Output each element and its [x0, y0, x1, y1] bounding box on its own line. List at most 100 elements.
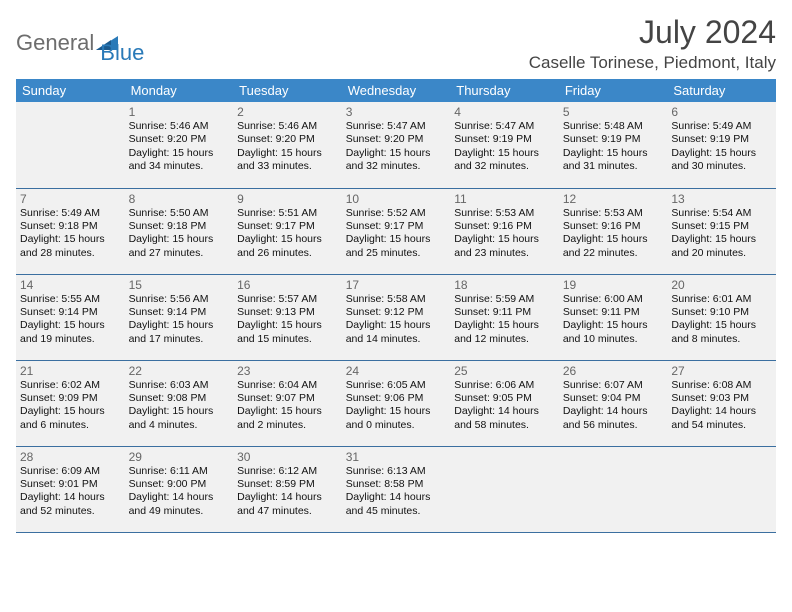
day-cell: 10Sunrise: 5:52 AMSunset: 9:17 PMDayligh…	[342, 188, 451, 274]
day-number: 11	[454, 192, 555, 206]
location-text: Caselle Torinese, Piedmont, Italy	[529, 53, 776, 73]
header-bar: General Blue July 2024 Caselle Torinese,…	[16, 14, 776, 73]
day-header-row: Sunday Monday Tuesday Wednesday Thursday…	[16, 79, 776, 102]
day-number: 16	[237, 278, 338, 292]
day-header: Tuesday	[233, 79, 342, 102]
day-details: Sunrise: 5:59 AMSunset: 9:11 PMDaylight:…	[454, 293, 555, 347]
day-details: Sunrise: 5:54 AMSunset: 9:15 PMDaylight:…	[671, 207, 772, 261]
day-number: 18	[454, 278, 555, 292]
day-cell: 17Sunrise: 5:58 AMSunset: 9:12 PMDayligh…	[342, 274, 451, 360]
day-details: Sunrise: 6:11 AMSunset: 9:00 PMDaylight:…	[129, 465, 230, 519]
day-cell: 18Sunrise: 5:59 AMSunset: 9:11 PMDayligh…	[450, 274, 559, 360]
day-cell: 3Sunrise: 5:47 AMSunset: 9:20 PMDaylight…	[342, 102, 451, 188]
day-cell: 31Sunrise: 6:13 AMSunset: 8:58 PMDayligh…	[342, 446, 451, 532]
day-cell: 28Sunrise: 6:09 AMSunset: 9:01 PMDayligh…	[16, 446, 125, 532]
day-details: Sunrise: 6:03 AMSunset: 9:08 PMDaylight:…	[129, 379, 230, 433]
day-cell: 16Sunrise: 5:57 AMSunset: 9:13 PMDayligh…	[233, 274, 342, 360]
day-details: Sunrise: 6:07 AMSunset: 9:04 PMDaylight:…	[563, 379, 664, 433]
day-cell: 23Sunrise: 6:04 AMSunset: 9:07 PMDayligh…	[233, 360, 342, 446]
day-details: Sunrise: 6:05 AMSunset: 9:06 PMDaylight:…	[346, 379, 447, 433]
day-cell: 14Sunrise: 5:55 AMSunset: 9:14 PMDayligh…	[16, 274, 125, 360]
day-details: Sunrise: 5:53 AMSunset: 9:16 PMDaylight:…	[454, 207, 555, 261]
day-number: 17	[346, 278, 447, 292]
day-cell: 2Sunrise: 5:46 AMSunset: 9:20 PMDaylight…	[233, 102, 342, 188]
day-cell: 21Sunrise: 6:02 AMSunset: 9:09 PMDayligh…	[16, 360, 125, 446]
day-cell	[16, 102, 125, 188]
day-number: 8	[129, 192, 230, 206]
day-details: Sunrise: 5:48 AMSunset: 9:19 PMDaylight:…	[563, 120, 664, 174]
day-cell: 11Sunrise: 5:53 AMSunset: 9:16 PMDayligh…	[450, 188, 559, 274]
day-cell: 26Sunrise: 6:07 AMSunset: 9:04 PMDayligh…	[559, 360, 668, 446]
day-details: Sunrise: 5:49 AMSunset: 9:18 PMDaylight:…	[20, 207, 121, 261]
day-details: Sunrise: 5:57 AMSunset: 9:13 PMDaylight:…	[237, 293, 338, 347]
day-header: Wednesday	[342, 79, 451, 102]
day-details: Sunrise: 6:02 AMSunset: 9:09 PMDaylight:…	[20, 379, 121, 433]
day-details: Sunrise: 5:58 AMSunset: 9:12 PMDaylight:…	[346, 293, 447, 347]
day-number: 19	[563, 278, 664, 292]
day-cell: 5Sunrise: 5:48 AMSunset: 9:19 PMDaylight…	[559, 102, 668, 188]
day-details: Sunrise: 5:55 AMSunset: 9:14 PMDaylight:…	[20, 293, 121, 347]
day-number: 14	[20, 278, 121, 292]
day-details: Sunrise: 6:09 AMSunset: 9:01 PMDaylight:…	[20, 465, 121, 519]
day-cell	[559, 446, 668, 532]
day-details: Sunrise: 5:49 AMSunset: 9:19 PMDaylight:…	[671, 120, 772, 174]
day-cell: 25Sunrise: 6:06 AMSunset: 9:05 PMDayligh…	[450, 360, 559, 446]
day-number: 6	[671, 105, 772, 119]
day-details: Sunrise: 5:53 AMSunset: 9:16 PMDaylight:…	[563, 207, 664, 261]
day-number: 3	[346, 105, 447, 119]
day-cell: 7Sunrise: 5:49 AMSunset: 9:18 PMDaylight…	[16, 188, 125, 274]
day-cell: 27Sunrise: 6:08 AMSunset: 9:03 PMDayligh…	[667, 360, 776, 446]
calendar-table: Sunday Monday Tuesday Wednesday Thursday…	[16, 79, 776, 533]
day-cell: 8Sunrise: 5:50 AMSunset: 9:18 PMDaylight…	[125, 188, 234, 274]
day-number: 5	[563, 105, 664, 119]
day-header: Monday	[125, 79, 234, 102]
title-block: July 2024 Caselle Torinese, Piedmont, It…	[529, 14, 776, 73]
day-cell: 19Sunrise: 6:00 AMSunset: 9:11 PMDayligh…	[559, 274, 668, 360]
day-cell	[667, 446, 776, 532]
day-details: Sunrise: 6:12 AMSunset: 8:59 PMDaylight:…	[237, 465, 338, 519]
day-cell: 24Sunrise: 6:05 AMSunset: 9:06 PMDayligh…	[342, 360, 451, 446]
day-header: Saturday	[667, 79, 776, 102]
week-row: 1Sunrise: 5:46 AMSunset: 9:20 PMDaylight…	[16, 102, 776, 188]
day-number: 31	[346, 450, 447, 464]
day-cell: 9Sunrise: 5:51 AMSunset: 9:17 PMDaylight…	[233, 188, 342, 274]
brand-word-1: General	[16, 30, 94, 56]
day-number: 2	[237, 105, 338, 119]
day-cell: 30Sunrise: 6:12 AMSunset: 8:59 PMDayligh…	[233, 446, 342, 532]
day-number: 22	[129, 364, 230, 378]
day-number: 13	[671, 192, 772, 206]
day-cell: 6Sunrise: 5:49 AMSunset: 9:19 PMDaylight…	[667, 102, 776, 188]
day-number: 23	[237, 364, 338, 378]
day-number: 29	[129, 450, 230, 464]
day-header: Sunday	[16, 79, 125, 102]
day-number: 20	[671, 278, 772, 292]
week-row: 14Sunrise: 5:55 AMSunset: 9:14 PMDayligh…	[16, 274, 776, 360]
brand-logo: General Blue	[16, 20, 144, 66]
day-details: Sunrise: 6:01 AMSunset: 9:10 PMDaylight:…	[671, 293, 772, 347]
day-cell: 15Sunrise: 5:56 AMSunset: 9:14 PMDayligh…	[125, 274, 234, 360]
day-number: 9	[237, 192, 338, 206]
day-details: Sunrise: 5:46 AMSunset: 9:20 PMDaylight:…	[129, 120, 230, 174]
day-details: Sunrise: 5:56 AMSunset: 9:14 PMDaylight:…	[129, 293, 230, 347]
day-number: 25	[454, 364, 555, 378]
day-cell: 12Sunrise: 5:53 AMSunset: 9:16 PMDayligh…	[559, 188, 668, 274]
week-row: 21Sunrise: 6:02 AMSunset: 9:09 PMDayligh…	[16, 360, 776, 446]
week-row: 28Sunrise: 6:09 AMSunset: 9:01 PMDayligh…	[16, 446, 776, 532]
day-details: Sunrise: 5:46 AMSunset: 9:20 PMDaylight:…	[237, 120, 338, 174]
day-details: Sunrise: 5:52 AMSunset: 9:17 PMDaylight:…	[346, 207, 447, 261]
day-details: Sunrise: 6:13 AMSunset: 8:58 PMDaylight:…	[346, 465, 447, 519]
day-cell: 4Sunrise: 5:47 AMSunset: 9:19 PMDaylight…	[450, 102, 559, 188]
day-number: 28	[20, 450, 121, 464]
day-details: Sunrise: 5:47 AMSunset: 9:20 PMDaylight:…	[346, 120, 447, 174]
week-row: 7Sunrise: 5:49 AMSunset: 9:18 PMDaylight…	[16, 188, 776, 274]
day-cell: 13Sunrise: 5:54 AMSunset: 9:15 PMDayligh…	[667, 188, 776, 274]
day-number: 12	[563, 192, 664, 206]
day-number: 4	[454, 105, 555, 119]
day-number: 21	[20, 364, 121, 378]
day-number: 27	[671, 364, 772, 378]
day-number: 30	[237, 450, 338, 464]
day-details: Sunrise: 5:47 AMSunset: 9:19 PMDaylight:…	[454, 120, 555, 174]
day-cell: 20Sunrise: 6:01 AMSunset: 9:10 PMDayligh…	[667, 274, 776, 360]
day-number: 10	[346, 192, 447, 206]
day-number: 24	[346, 364, 447, 378]
